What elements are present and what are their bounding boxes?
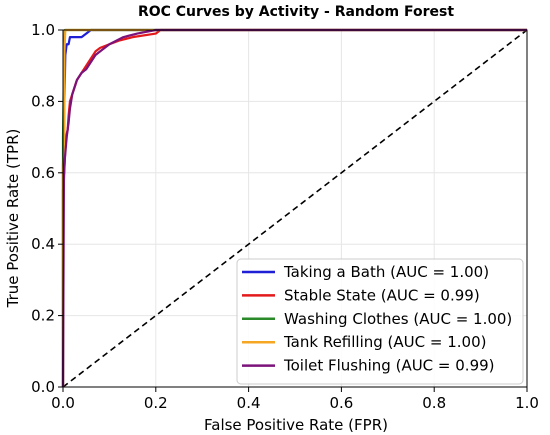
y-tick-label: 0.6: [31, 164, 55, 182]
legend-label: Washing Clothes (AUC = 1.00): [284, 310, 512, 328]
roc-series-line-5: [61, 28, 527, 388]
x-axis-label: False Positive Rate (FPR): [204, 416, 388, 434]
plot-frame: [62, 29, 528, 388]
x-tick-label: 1.0: [515, 394, 539, 412]
y-tick-label: 0.8: [31, 92, 55, 110]
legend-label: Stable State (AUC = 0.99): [284, 286, 480, 304]
legend-label: Taking a Bath (AUC = 1.00): [283, 263, 489, 281]
y-tick-label: 0.2: [31, 307, 55, 325]
x-tick-label: 0.0: [51, 394, 75, 412]
legend-box: [236, 258, 524, 385]
chart-title: ROC Curves by Activity - Random Forest: [138, 4, 454, 20]
diagonal-line: [62, 29, 528, 388]
x-tick-label: 0.8: [422, 394, 446, 412]
legend-label: Toilet Flushing (AUC = 0.99): [283, 357, 495, 375]
x-tick-label: 0.2: [144, 394, 168, 412]
y-tick-label: 1.0: [31, 21, 55, 39]
x-tick-label: 0.4: [237, 394, 261, 412]
x-tick-label: 0.6: [329, 394, 353, 412]
y-tick-label: 0.0: [31, 378, 55, 396]
legend: Taking a Bath (AUC = 1.00) Stable State (…: [236, 258, 524, 385]
y-tick-label: 0.4: [31, 235, 55, 253]
diagonal-reference: [62, 29, 528, 388]
x-axis-ticks: 0.0 0.2 0.4 0.6 0.8 1.0: [51, 387, 539, 412]
y-axis-ticks: 0.0 0.2 0.4 0.6 0.8 1.0: [31, 21, 63, 396]
y-axis-label: True Positive Rate (TPR): [4, 129, 22, 309]
legend-label: Tank Refilling (AUC = 1.00): [283, 333, 486, 351]
